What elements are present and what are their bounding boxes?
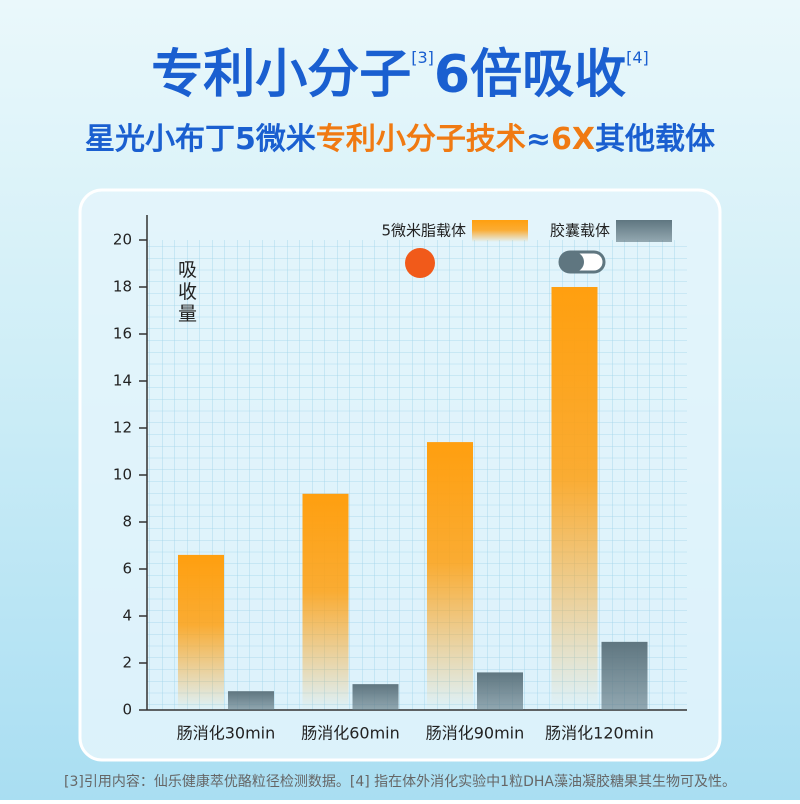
- y-tick-label: 18: [113, 278, 132, 296]
- y-tick-label: 8: [122, 513, 132, 531]
- title-ref: [4]: [626, 48, 649, 67]
- x-tick-label: 肠消化120min: [545, 724, 654, 743]
- x-tick-label: 肠消化60min: [301, 724, 400, 743]
- y-axis-label: 吸收量: [178, 259, 197, 325]
- footnote: [3]引用内容：仙乐健康萃优酪粒径检测数据。[4] 指在体外消化实验中1粒DHA…: [64, 773, 736, 790]
- x-tick-label: 肠消化30min: [177, 724, 276, 743]
- title-text: 6倍吸收: [434, 45, 626, 105]
- subtitle-part: 专利小分子技术: [316, 122, 526, 157]
- chart-title: 专利小分子[3]6倍吸收[4]: [151, 45, 649, 105]
- legend-swatch: [472, 220, 528, 242]
- legend-label: 5微米脂载体: [381, 222, 466, 240]
- y-label-char: 量: [178, 303, 197, 325]
- bar: [427, 442, 473, 710]
- y-tick-label: 0: [122, 701, 132, 719]
- title-text: 专利小分子: [151, 45, 411, 105]
- y-tick-label: 14: [113, 372, 132, 390]
- bar: [601, 641, 648, 710]
- bar: [178, 554, 224, 710]
- y-tick-label: 20: [113, 231, 132, 249]
- bar: [477, 672, 523, 710]
- bar: [302, 493, 349, 710]
- legend-icon: [405, 248, 435, 278]
- bar: [228, 691, 274, 710]
- y-tick-label: 2: [122, 654, 132, 672]
- legend-icon: [560, 252, 584, 272]
- y-tick-label: 10: [113, 466, 132, 484]
- y-label-char: 吸: [178, 259, 197, 281]
- legend-swatch: [616, 220, 672, 242]
- subtitle-part: 星光小布丁5微米: [85, 122, 316, 157]
- subtitle-part: 其他载体: [595, 122, 716, 157]
- legend-label: 胶囊载体: [550, 222, 610, 240]
- title-ref: [3]: [411, 48, 434, 67]
- bar: [551, 287, 598, 710]
- grid-pattern: [147, 240, 687, 710]
- chart-subtitle: 星光小布丁5微米专利小分子技术≈6X其他载体: [85, 122, 716, 157]
- subtitle-part: ≈: [526, 122, 551, 157]
- y-label-char: 收: [178, 281, 197, 303]
- y-tick-label: 16: [113, 325, 132, 343]
- y-tick-label: 4: [122, 607, 132, 625]
- y-tick-label: 6: [122, 560, 132, 578]
- bar: [352, 684, 399, 710]
- x-tick-label: 肠消化90min: [426, 724, 525, 743]
- y-tick-label: 12: [113, 419, 132, 437]
- subtitle-part: 6X: [551, 122, 595, 157]
